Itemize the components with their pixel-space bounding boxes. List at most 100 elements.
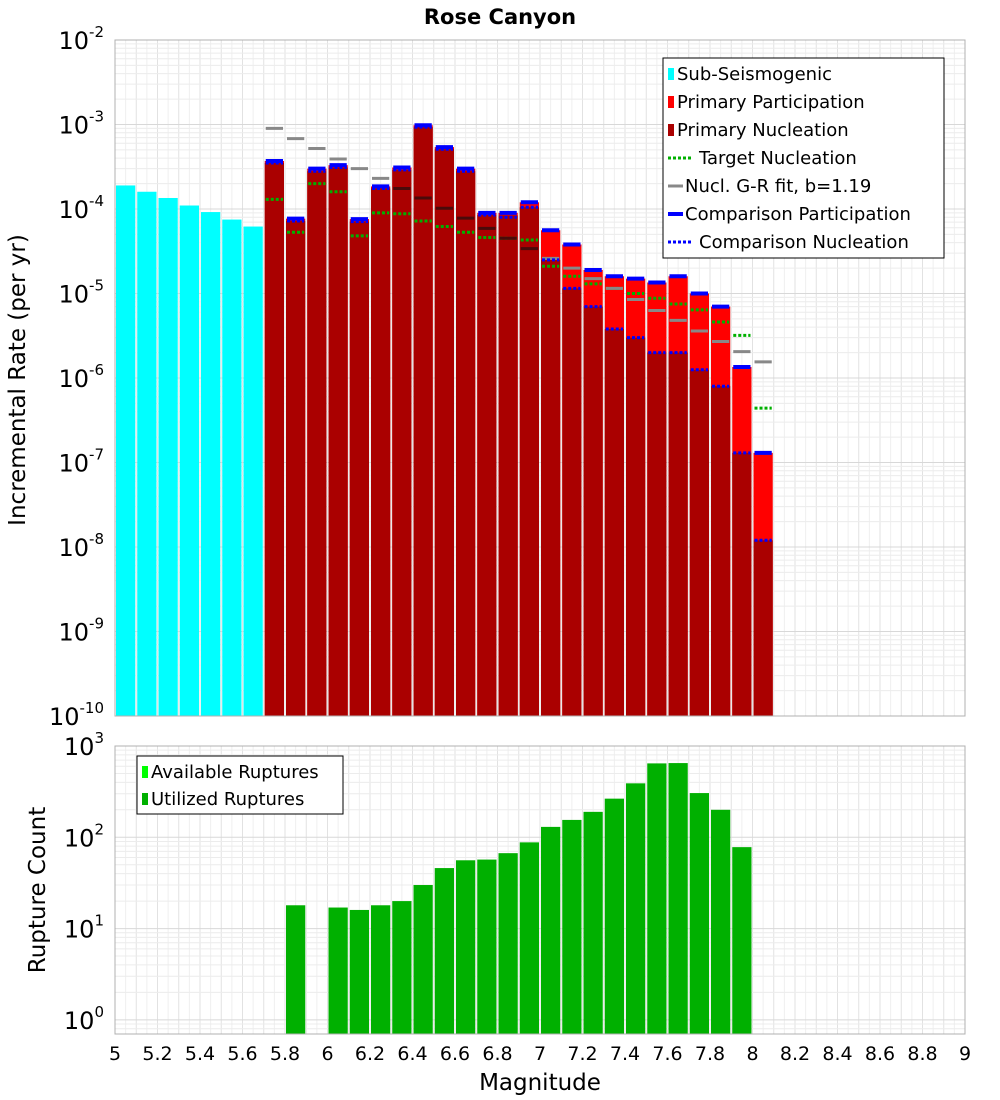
utilized-ruptures-bar: [519, 842, 539, 1034]
bottom-y-axis-label: Rupture Count: [25, 807, 51, 973]
x-tick-label: 5.4: [185, 1043, 215, 1065]
primary-nucleation-bar: [477, 214, 497, 716]
chart-title: Rose Canyon: [424, 5, 576, 29]
utilized-ruptures-bar: [371, 905, 391, 1034]
top-legend-swatch: [668, 124, 674, 136]
sub-seismogenic-bar: [116, 185, 136, 717]
top-legend-label: Comparison Participation: [685, 204, 911, 225]
bottom-legend-label: Utilized Ruptures: [151, 789, 304, 810]
bottom-y-tick-label: 103: [64, 729, 104, 761]
primary-nucleation-bar: [307, 171, 327, 716]
utilized-ruptures-bar: [668, 763, 688, 1034]
x-tick-label: 9: [959, 1043, 971, 1065]
x-tick-label: 6.2: [355, 1043, 385, 1065]
bottom-legend-label: Available Ruptures: [151, 762, 319, 783]
utilized-ruptures-bar: [477, 859, 497, 1034]
bottom-plot-frame: [114, 745, 966, 1035]
primary-nucleation-bar: [562, 288, 582, 716]
utilized-ruptures-bar: [498, 853, 518, 1034]
bottom-legend-swatch: [142, 766, 148, 778]
x-tick-label: 6: [321, 1043, 333, 1065]
primary-nucleation-bar: [392, 169, 412, 716]
top-y-axis-label: Incremental Rate (per yr): [5, 234, 31, 526]
x-tick-label: 5.8: [270, 1043, 300, 1065]
bottom-y-tick-label: 102: [64, 820, 104, 852]
x-tick-label: 8.2: [780, 1043, 810, 1065]
primary-nucleation-bar: [371, 188, 391, 717]
x-tick-label: 7: [534, 1043, 546, 1065]
primary-nucleation-bar: [583, 306, 603, 716]
x-tick-label: 7.8: [695, 1043, 725, 1065]
sub-seismogenic-bar: [243, 226, 263, 716]
top-legend-swatch: [668, 96, 674, 108]
top-legend-box: [662, 57, 945, 259]
utilized-ruptures-bar: [604, 798, 624, 1034]
primary-nucleation-bar: [689, 369, 709, 716]
utilized-ruptures-bar: [392, 901, 412, 1034]
utilized-ruptures-bar: [541, 826, 561, 1034]
top-y-tick-label: 10-6: [58, 361, 104, 393]
top-y-tick-label: 10-9: [58, 615, 104, 647]
primary-nucleation-bar: [413, 127, 433, 716]
sub-seismogenic-bar: [222, 219, 242, 717]
top-y-tick-label: 10-2: [58, 23, 104, 55]
top-y-tick-label: 10-7: [58, 446, 104, 478]
top-legend: Sub-Seismogenic Primary Participation Prim…: [662, 57, 945, 259]
bottom-legend-swatch: [142, 793, 148, 805]
top-legend-label: Sub-Seismogenic: [677, 64, 832, 85]
sub-seismogenic-bar: [201, 212, 221, 716]
top-y-tick-label: 10-4: [58, 192, 104, 224]
x-tick-label: 7.4: [610, 1043, 640, 1065]
top-legend-label: Primary Nucleation: [677, 120, 849, 141]
x-tick-label: 5.2: [142, 1043, 172, 1065]
primary-nucleation-bar: [711, 386, 731, 716]
bottom-y-tick-label: 101: [64, 912, 104, 944]
sub-seismogenic-bar: [158, 197, 178, 716]
primary-nucleation-bar: [753, 540, 773, 716]
x-tick-label: 6.6: [440, 1043, 470, 1065]
x-axis-label: Magnitude: [479, 1070, 601, 1096]
primary-nucleation-bar: [732, 452, 752, 716]
x-tick-label: 5.6: [227, 1043, 257, 1065]
primary-nucleation-bar: [328, 167, 348, 717]
primary-nucleation-bar: [647, 352, 667, 716]
utilized-ruptures-bar: [626, 783, 646, 1034]
primary-nucleation-bar: [626, 337, 646, 716]
x-tick-label: 7.6: [652, 1043, 682, 1065]
utilized-ruptures-bar: [286, 905, 306, 1034]
utilized-ruptures-bar: [434, 868, 454, 1034]
primary-nucleation-bar: [498, 215, 518, 716]
utilized-ruptures-bar: [413, 885, 433, 1034]
utilized-ruptures-bar: [456, 860, 476, 1034]
top-legend-swatch: [668, 68, 674, 80]
primary-nucleation-bar: [541, 259, 561, 716]
x-tick-label: 6.4: [397, 1043, 427, 1065]
top-legend-label: Comparison Nucleation: [699, 232, 909, 253]
top-legend-label: Target Nucleation: [698, 148, 857, 169]
bottom-legend: Available Ruptures Utilized Ruptures: [136, 755, 344, 815]
x-tick-label: 8.4: [822, 1043, 852, 1065]
utilized-ruptures-bar: [647, 763, 667, 1034]
primary-nucleation-bar: [349, 221, 369, 716]
utilized-ruptures-bar: [349, 909, 369, 1034]
utilized-ruptures-bar: [562, 819, 582, 1034]
primary-nucleation-bar: [264, 163, 284, 716]
top-legend-label: Primary Participation: [677, 92, 865, 113]
primary-nucleation-bar: [668, 352, 688, 716]
primary-nucleation-bar: [286, 221, 306, 716]
x-tick-label: 7.2: [567, 1043, 597, 1065]
utilized-ruptures-bar: [711, 809, 731, 1034]
top-y-tick-label: 10-8: [58, 530, 104, 562]
top-y-tick-label: 10-5: [58, 277, 104, 309]
primary-nucleation-bar: [456, 171, 476, 716]
bottom-y-tick-label: 100: [64, 1003, 104, 1035]
x-tick-label: 5: [109, 1043, 121, 1065]
utilized-ruptures-bar: [583, 811, 603, 1034]
bottom-legend-box: [136, 755, 344, 815]
x-tick-label: 6.8: [482, 1043, 512, 1065]
sub-seismogenic-bar: [137, 191, 157, 717]
utilized-ruptures-bar: [328, 907, 348, 1034]
utilized-ruptures-bar: [732, 847, 752, 1034]
